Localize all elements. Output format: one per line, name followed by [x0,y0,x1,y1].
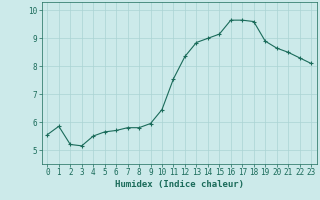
X-axis label: Humidex (Indice chaleur): Humidex (Indice chaleur) [115,180,244,189]
